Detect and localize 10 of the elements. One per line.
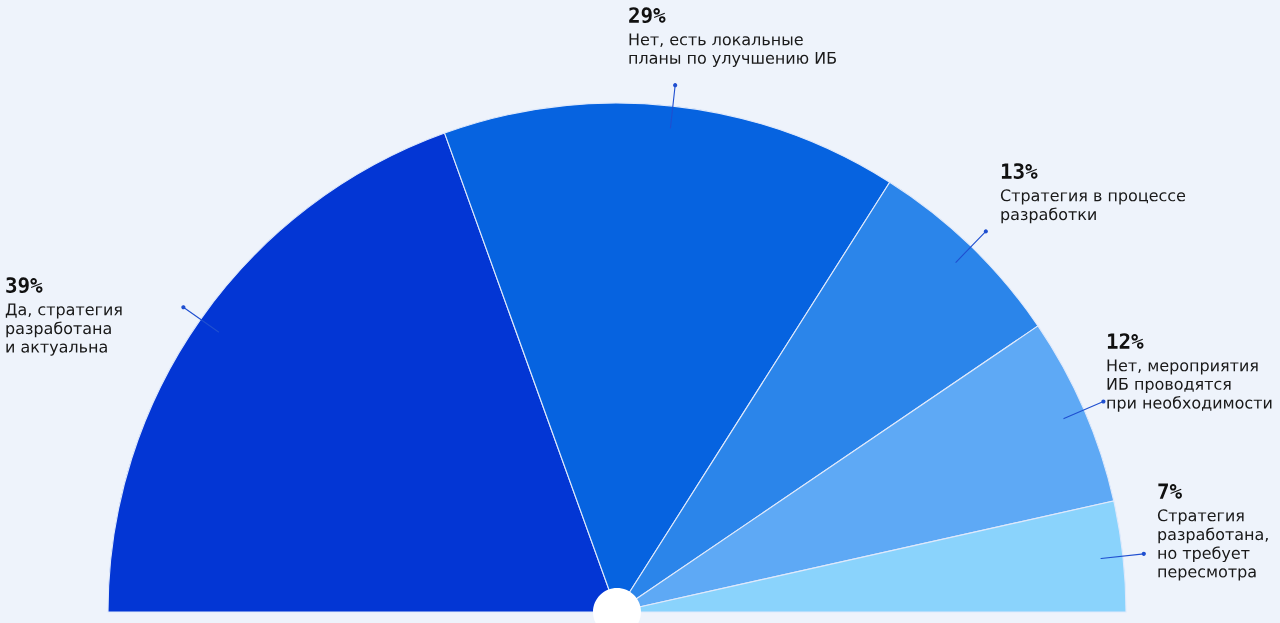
slice-label: Нет, мероприятия ИБ проводятся при необходимости (1107, 359, 1272, 412)
slice-label: Да, стратегия разработана и актуальна (5, 303, 122, 356)
slice-label: Нет, есть локальные планы по улучшению ИБ (629, 33, 836, 67)
data-label: 12% (1107, 333, 1144, 349)
data-label: 39% (6, 277, 43, 294)
slice-label: Стратегия разработана, но требует пересмотра (1157, 509, 1268, 581)
data-label: 29% (629, 7, 666, 24)
data-label: 13% (1001, 163, 1038, 179)
data-label: 7% (1158, 483, 1182, 499)
slice-label: Стратегия в процессе разработки (1000, 189, 1186, 224)
